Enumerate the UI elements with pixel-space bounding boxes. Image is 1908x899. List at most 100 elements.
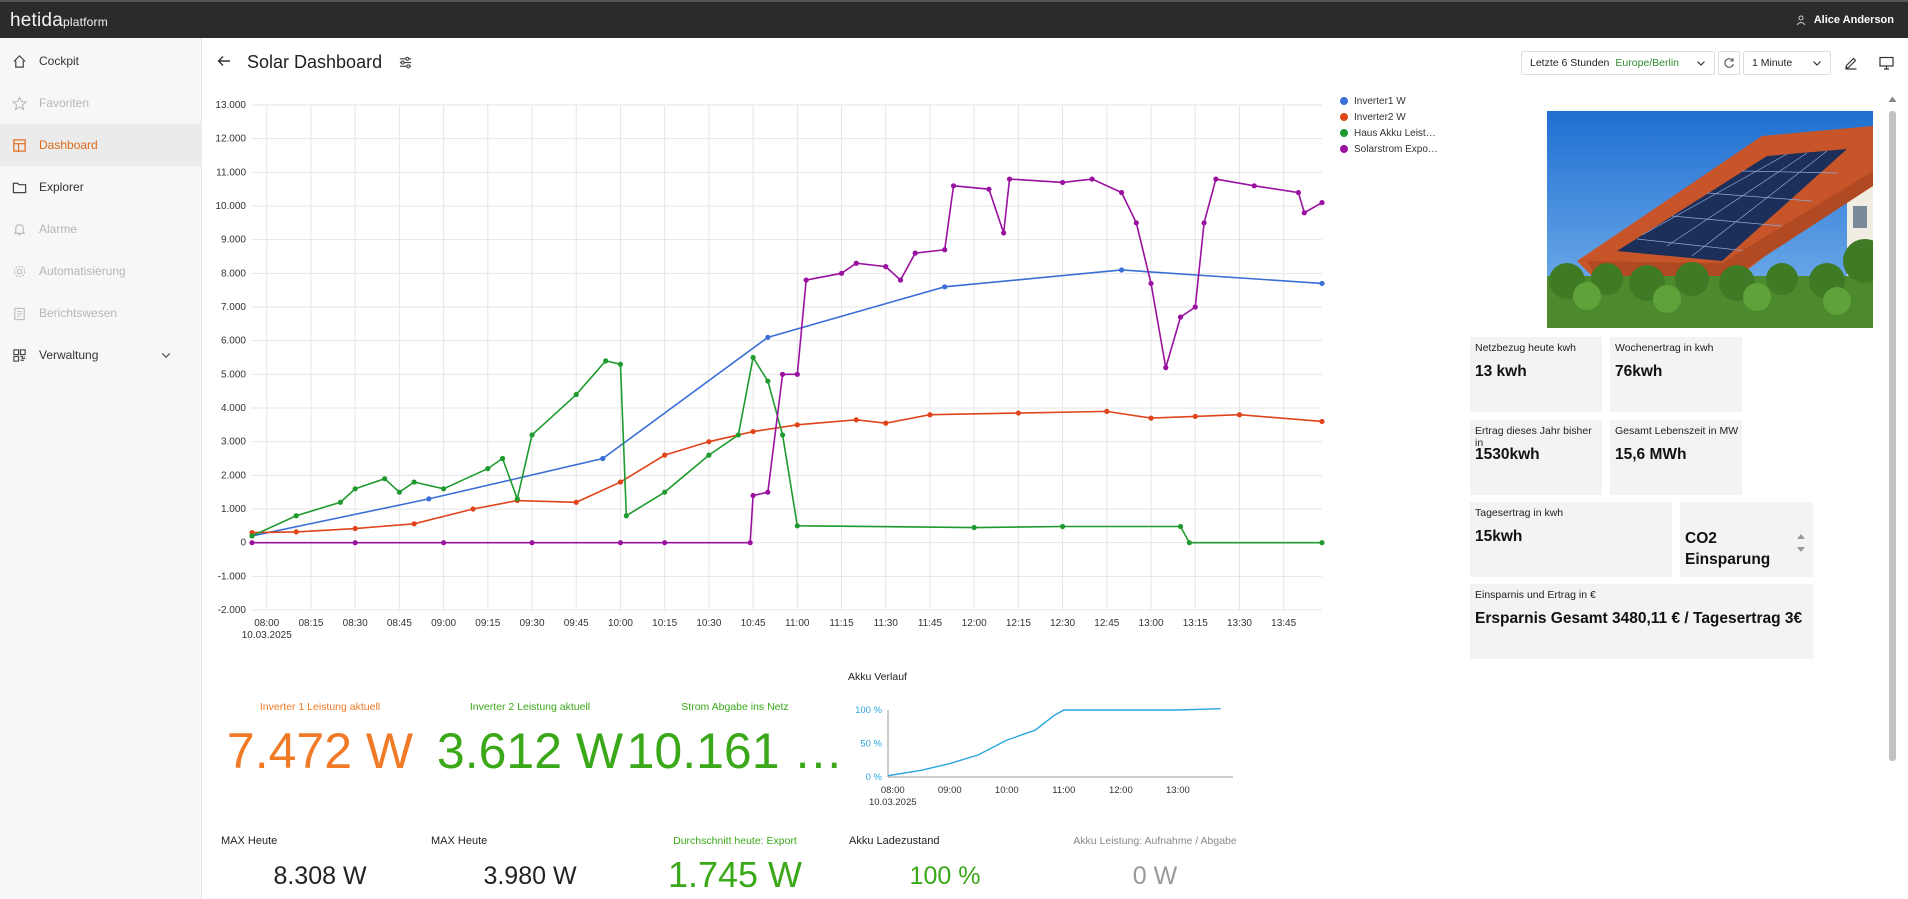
data-point <box>1319 418 1325 425</box>
tile-wochenertrag: Wochenertrag in kwh 76kwh <box>1610 337 1742 412</box>
data-point <box>249 533 255 539</box>
data-point <box>779 371 786 377</box>
legend-dot <box>1340 129 1348 137</box>
scroll-up-icon[interactable] <box>1888 95 1897 103</box>
legend-item-inverter1[interactable]: Inverter1 W <box>1340 93 1438 109</box>
sidebar-item-favoriten[interactable]: Favoriten <box>0 82 202 124</box>
data-point <box>440 486 447 492</box>
legend-item-akku[interactable]: Haus Akku Leist… <box>1340 125 1438 141</box>
sidebar-item-dashboard[interactable]: Dashboard <box>0 124 202 166</box>
y-tick-label: 13.000 <box>215 100 246 111</box>
data-point <box>1089 176 1095 182</box>
refresh-button[interactable] <box>1718 51 1740 75</box>
legend-item-export[interactable]: Solarstrom Expo… <box>1340 141 1438 157</box>
data-point <box>293 529 299 535</box>
sidebar-item-verwaltung[interactable]: Verwaltung <box>0 334 202 376</box>
y-tick-label: 1.000 <box>221 504 246 515</box>
user-menu[interactable]: Alice Anderson <box>1796 14 1894 26</box>
tile-jahresertrag: Ertrag dieses Jahr bisher in 1530kwh <box>1470 420 1602 495</box>
time-range-select[interactable]: Letzte 6 Stunden Europe/Berlin <box>1521 51 1715 75</box>
data-point <box>1177 314 1184 320</box>
x-date-label: 10.03.2025 <box>242 630 292 641</box>
y-tick-label: 3.000 <box>221 437 246 448</box>
data-point <box>986 186 992 192</box>
sidebar-item-berichtswesen[interactable]: Berichtswesen <box>0 292 202 334</box>
data-point <box>853 260 859 266</box>
legend-label: Inverter2 W <box>1354 111 1406 123</box>
brand-logo[interactable]: hetidaplatform <box>10 10 108 32</box>
power-line-chart[interactable]: 13.000 12.000 11.000 10.000 9.000 8.000 7.000 6… <box>210 92 1330 652</box>
data-point <box>971 524 977 531</box>
data-point <box>617 540 624 546</box>
data-point <box>1236 412 1243 418</box>
brand-sub: platform <box>62 15 108 29</box>
chevron-down-icon[interactable] <box>160 349 172 361</box>
data-point <box>750 354 756 361</box>
refresh-interval-select[interactable]: 1 Minute <box>1743 51 1831 75</box>
x-tick-label: 12:15 <box>1006 618 1031 629</box>
series-line <box>251 269 1323 537</box>
netz-abgabe-label: Strom Abgabe ins Netz <box>681 701 789 713</box>
sidebar-item-explorer[interactable]: Explorer <box>0 166 202 208</box>
scrollbar-thumb[interactable] <box>1889 111 1896 761</box>
x-tick-label: 09:30 <box>520 618 545 629</box>
data-point <box>883 420 889 426</box>
monitor-icon[interactable] <box>1879 56 1894 70</box>
data-point <box>514 496 520 502</box>
x-tick-label: 13:00 <box>1166 785 1190 796</box>
data-point <box>396 489 402 495</box>
scroll-up-icon[interactable] <box>1796 532 1806 540</box>
netz-abgabe-value: 10.161 … <box>626 723 844 779</box>
y-tick-label: -1.000 <box>218 571 247 582</box>
tile-ersparnis: Einsparnis und Ertrag in € Ersparnis Ges… <box>1470 584 1813 659</box>
y-tick-label: 11.000 <box>216 167 246 178</box>
y-tick-label: 4.000 <box>221 403 246 414</box>
data-point <box>1148 280 1154 287</box>
edit-icon[interactable] <box>1844 56 1858 70</box>
data-point <box>573 499 579 505</box>
sidebar-item-automatisierung[interactable]: Automatisierung <box>0 250 202 292</box>
home-icon <box>13 54 26 68</box>
data-point <box>1163 365 1169 371</box>
data-point <box>1213 176 1219 182</box>
y-tick-label: 0 <box>240 538 246 549</box>
legend-dot <box>1340 113 1348 121</box>
sidebar-item-label: Berichtswesen <box>39 306 118 320</box>
time-range-label: Letzte 6 Stunden <box>1530 57 1610 69</box>
x-tick-label: 08:45 <box>387 618 412 629</box>
x-tick-label: 11:45 <box>918 618 943 629</box>
data-point <box>1015 410 1021 416</box>
tile-label: Wochenertrag in kwh <box>1615 342 1714 354</box>
sidebar-item-alarme[interactable]: Alarme <box>0 208 202 250</box>
data-point <box>794 422 800 428</box>
back-arrow-icon[interactable] <box>217 54 231 68</box>
x-tick-label: 11:00 <box>785 618 810 629</box>
legend-item-inverter2[interactable]: Inverter2 W <box>1340 109 1438 125</box>
durchschnitt-value: 1.745 W <box>667 854 803 895</box>
sidebar-item-cockpit[interactable]: Cockpit <box>0 40 202 82</box>
tile-label: Einsparnis und Ertrag in € <box>1475 589 1596 601</box>
x-tick-label: 08:00 <box>254 618 279 629</box>
page-scrollbar[interactable] <box>1886 95 1898 895</box>
data-point <box>1001 230 1007 236</box>
max-heute-2-label: MAX Heute <box>431 835 488 847</box>
x-tick-label: 09:15 <box>475 618 500 629</box>
tile-label: Ertrag dieses Jahr bisher in <box>1475 425 1592 449</box>
folder-icon <box>12 182 27 193</box>
bell-icon <box>13 223 26 235</box>
x-tick-label: 12:00 <box>962 618 987 629</box>
y-tick-label: 12.000 <box>215 134 246 145</box>
data-point <box>411 479 417 485</box>
qr-icon <box>13 348 26 362</box>
inverter2-label: Inverter 2 Leistung aktuell <box>469 701 591 713</box>
y-tick-label: 50 % <box>860 739 882 750</box>
data-point <box>853 417 859 423</box>
data-point <box>779 432 786 438</box>
data-point <box>603 358 609 364</box>
sidebar-item-label: Explorer <box>39 180 84 194</box>
y-tick-label: 100 % <box>855 705 882 716</box>
filter-settings-icon[interactable] <box>398 55 413 70</box>
scroll-down-icon[interactable] <box>1796 546 1806 554</box>
max-heute-1-value: 8.308 W <box>273 862 367 890</box>
